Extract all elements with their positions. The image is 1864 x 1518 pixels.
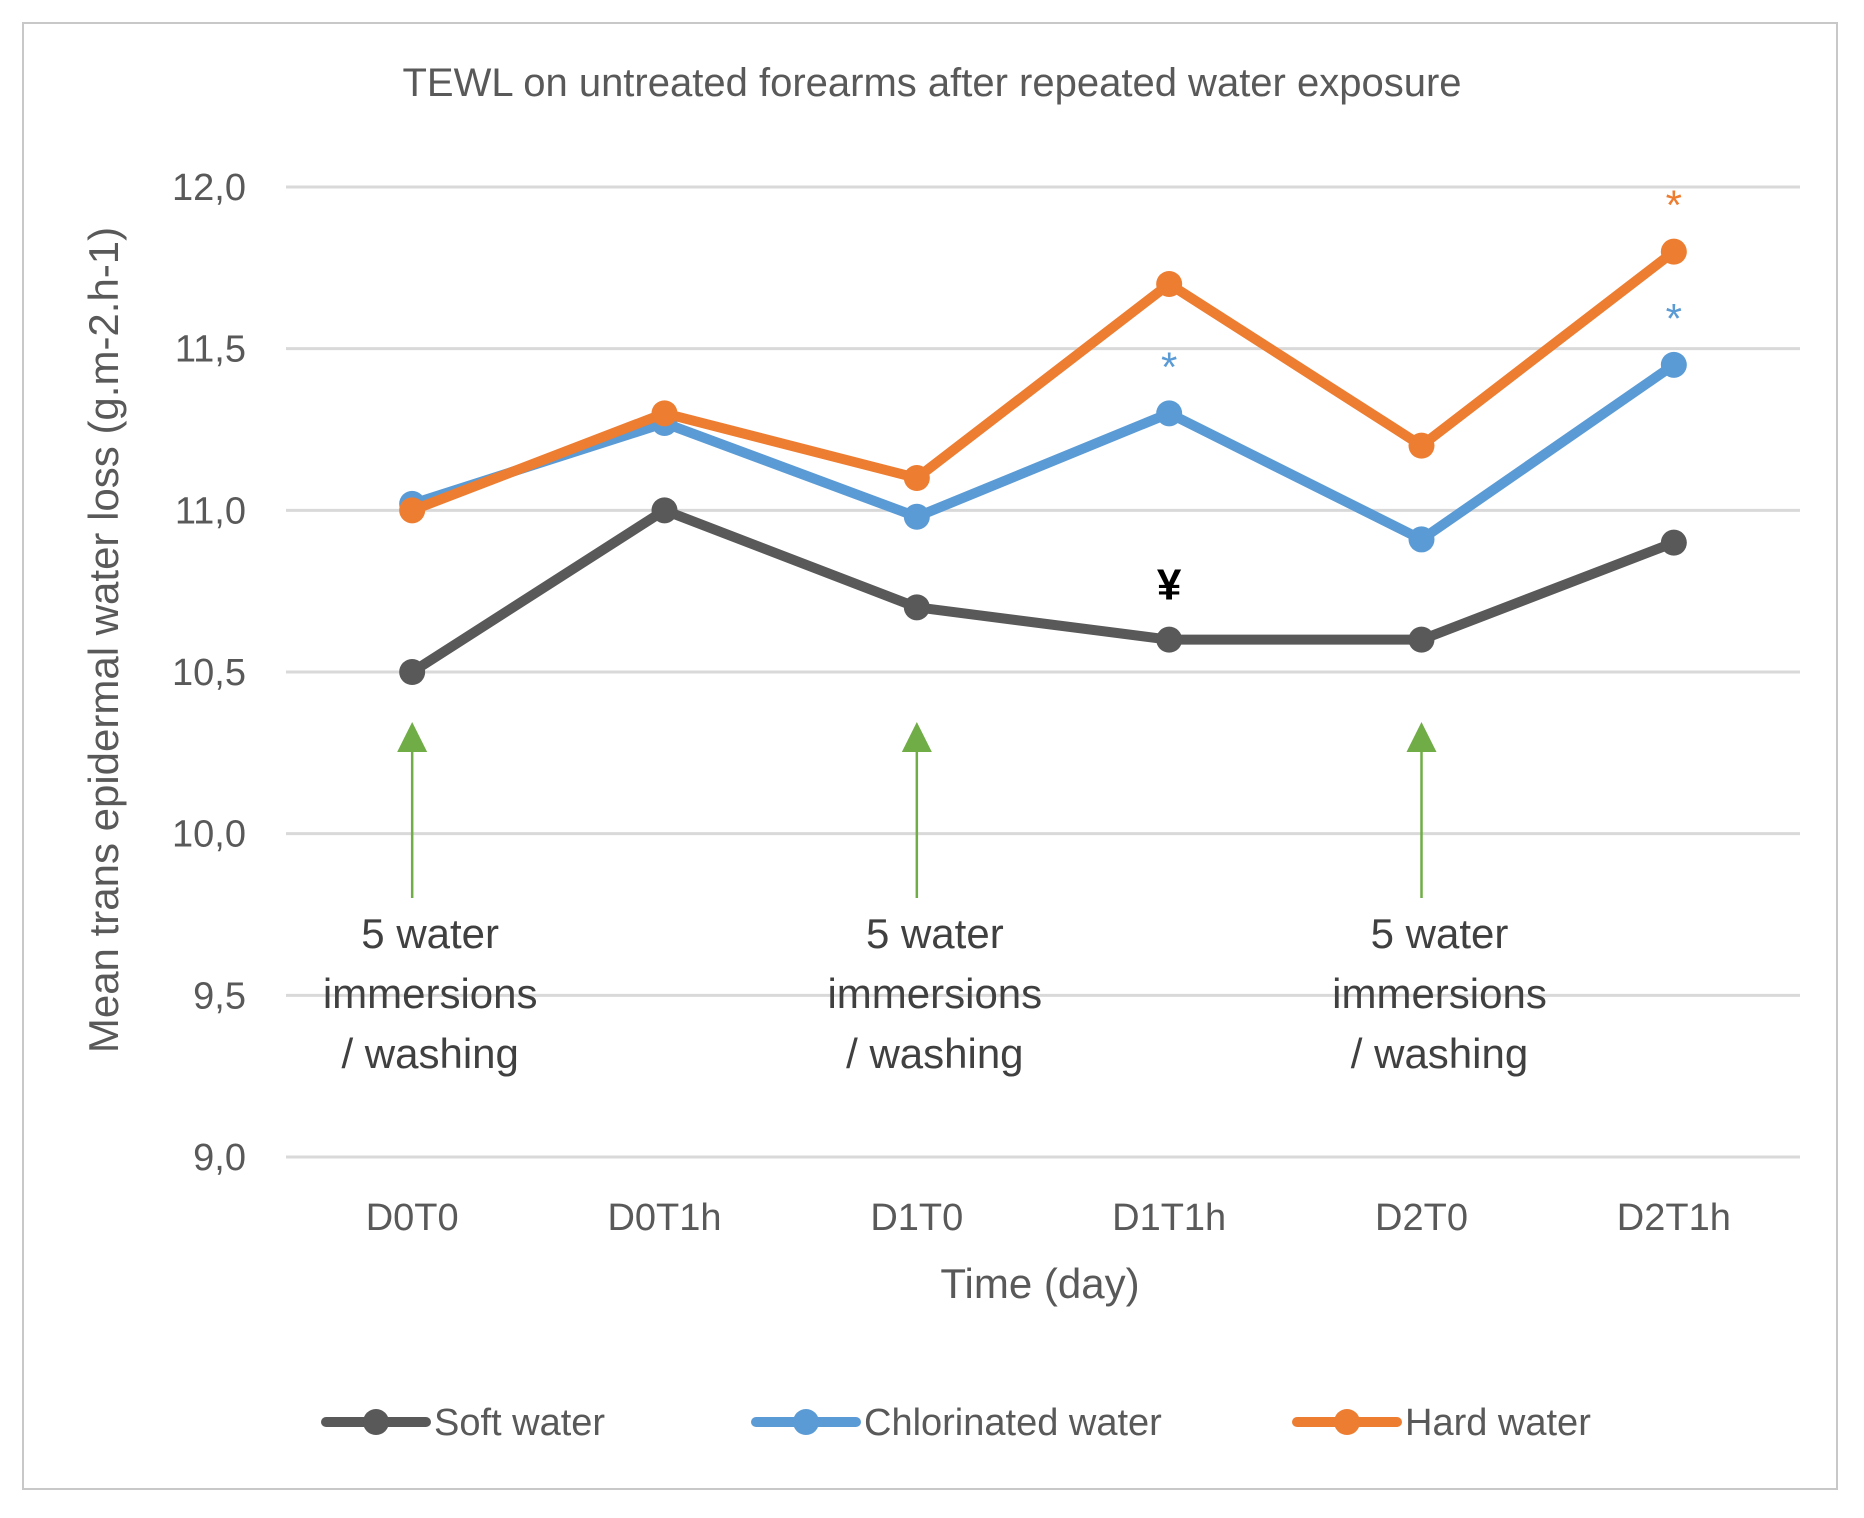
y-tick-label: 11,5 xyxy=(175,329,246,371)
annotation-text-line: immersions xyxy=(323,970,538,1017)
annotation-text-line: 5 water xyxy=(866,910,1004,957)
annotation-text-line: 5 water xyxy=(361,910,499,957)
x-tick-label: D1T1h xyxy=(1112,1197,1226,1239)
significance-asterisk: * xyxy=(1161,343,1177,390)
data-point xyxy=(903,503,930,530)
x-tick-label: D2T0 xyxy=(1375,1197,1468,1239)
legend-swatch-marker xyxy=(793,1409,819,1435)
data-point xyxy=(1408,526,1435,553)
annotation-text-line: immersions xyxy=(1332,970,1547,1017)
chart-title: TEWL on untreated forearms after repeate… xyxy=(402,61,1461,105)
annotation-text-line: / washing xyxy=(341,1030,518,1077)
x-tick-label: D1T0 xyxy=(870,1197,963,1239)
series-line xyxy=(407,505,1679,677)
annotation-text-line: 5 water xyxy=(1371,910,1509,957)
significance-markers: * * * ¥ xyxy=(1157,182,1682,610)
y-tick-label: 9,5 xyxy=(193,975,246,1017)
y-tick-label: 10,5 xyxy=(172,652,246,694)
x-axis-ticks: D0T0 D0T1h D1T0 D1T1h D2T0 D2T1h xyxy=(366,1197,1731,1239)
x-tick-label: D0T1h xyxy=(607,1197,721,1239)
x-tick-label: D2T1h xyxy=(1617,1197,1731,1239)
x-axis-title: Time (day) xyxy=(940,1260,1139,1307)
y-tick-label: 12,0 xyxy=(172,167,246,209)
chart-frame xyxy=(22,22,1838,1490)
data-point xyxy=(651,400,678,427)
data-point xyxy=(903,594,930,621)
series-line xyxy=(407,246,1679,516)
y-tick-label: 11,0 xyxy=(175,490,246,532)
x-tick-label: D0T0 xyxy=(366,1197,459,1239)
legend-label: Soft water xyxy=(434,1402,605,1444)
y-tick-label: 9,0 xyxy=(193,1137,246,1179)
annotation-text-line: immersions xyxy=(827,970,1042,1017)
data-point xyxy=(1156,271,1183,297)
series-line xyxy=(407,359,1679,545)
annotation-arrow-head xyxy=(901,722,932,752)
y-axis-ticks: 9,0 9,5 10,0 10,5 11,0 11,5 12,0 xyxy=(172,167,246,1179)
data-point xyxy=(1660,351,1687,378)
data-point xyxy=(651,497,678,524)
y-tick-label: 10,0 xyxy=(172,814,246,856)
annotation-arrow-head xyxy=(1406,722,1437,752)
data-point xyxy=(1408,626,1435,653)
data-point xyxy=(1660,529,1687,556)
data-point xyxy=(903,465,930,491)
y-axis-title: Mean trans epidermal water loss (g.m-2.h… xyxy=(80,227,127,1053)
data-point xyxy=(399,497,426,524)
series-group xyxy=(399,238,1687,685)
annotation-text-line: / washing xyxy=(846,1030,1023,1077)
data-point xyxy=(1660,238,1687,265)
legend-label: Hard water xyxy=(1405,1402,1591,1444)
legend-swatch-marker xyxy=(363,1409,389,1435)
data-point xyxy=(1408,432,1435,459)
legend-label: Chlorinated water xyxy=(864,1402,1162,1444)
significance-asterisk: * xyxy=(1666,182,1682,229)
significance-asterisk: * xyxy=(1666,295,1682,342)
annotation-arrow-head xyxy=(397,722,428,752)
data-point xyxy=(1156,400,1183,427)
legend: Soft water Chlorinated water Hard water xyxy=(321,1402,1591,1444)
legend-swatch-marker xyxy=(1334,1409,1360,1435)
annotations: 5 water immersions / washing 5 water immersi… xyxy=(323,722,1547,1077)
significance-yen: ¥ xyxy=(1157,561,1182,610)
data-point xyxy=(399,659,426,685)
data-point xyxy=(1156,626,1183,653)
annotation-text-line: / washing xyxy=(1351,1030,1528,1077)
